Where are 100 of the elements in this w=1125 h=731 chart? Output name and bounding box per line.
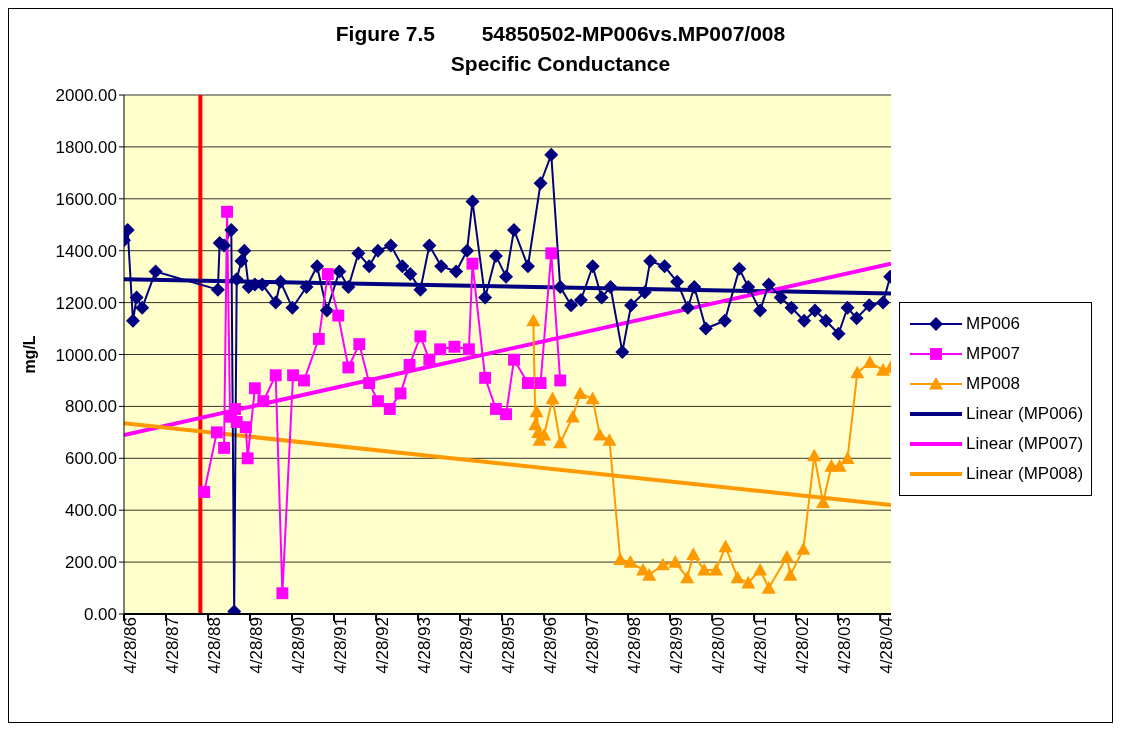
point: [198, 486, 211, 498]
point: [466, 257, 479, 270]
x-tick-label: 4/28/96: [541, 617, 561, 674]
point: [545, 391, 560, 405]
point: [241, 452, 254, 465]
x-tick-label: 4/28/91: [331, 617, 351, 674]
point: [526, 313, 541, 327]
point: [269, 369, 282, 382]
point: [796, 542, 811, 555]
point: [554, 374, 567, 387]
point: [709, 562, 724, 576]
point: [850, 365, 865, 379]
legend-label: MP007: [966, 344, 1020, 364]
y-tick-label: 1200.00: [55, 293, 117, 313]
point: [394, 387, 407, 400]
point: [371, 395, 384, 408]
point: [741, 575, 756, 589]
point: [218, 441, 231, 454]
point: [783, 568, 798, 581]
x-tick-label: 4/28/93: [415, 617, 435, 674]
point: [680, 570, 695, 584]
y-tick-label: 400.00: [65, 501, 117, 521]
point: [257, 395, 270, 408]
point: [363, 377, 376, 389]
point: [508, 353, 520, 366]
y-tick-label: 0.00: [83, 605, 117, 625]
point: [592, 427, 607, 441]
point: [832, 459, 847, 472]
point: [779, 549, 794, 563]
point: [500, 408, 513, 421]
point: [248, 382, 261, 395]
point: [623, 555, 638, 568]
legend-label: Linear (MP006): [966, 404, 1084, 424]
point: [816, 495, 831, 509]
x-tick-label: 4/28/98: [625, 617, 645, 674]
point: [521, 377, 534, 389]
point: [342, 361, 355, 374]
point: [423, 353, 436, 366]
legend-label: Linear (MP008): [966, 464, 1084, 484]
point: [383, 403, 396, 415]
point: [448, 340, 461, 353]
point: [312, 332, 325, 345]
legend-label: MP006: [966, 314, 1020, 334]
point: [479, 371, 492, 384]
y-axis-title: mg/L: [20, 335, 38, 374]
chart-title: Figure 7.5 54850502-MP006vs.MP007/008: [334, 21, 787, 47]
point: [414, 330, 427, 343]
point: [697, 562, 712, 576]
point: [545, 247, 558, 260]
x-tick-label: 4/28/04: [877, 617, 897, 674]
point: [489, 403, 502, 415]
point: [730, 570, 745, 584]
y-tick-label: 1800.00: [55, 137, 117, 157]
point: [668, 555, 683, 568]
point: [534, 377, 547, 389]
point: [298, 374, 310, 387]
x-tick-label: 4/28/94: [457, 617, 477, 674]
point: [573, 386, 588, 400]
point: [642, 568, 657, 581]
point: [221, 205, 233, 218]
x-tick-label: 4/28/90: [289, 617, 309, 674]
point: [332, 309, 345, 322]
point: [718, 539, 733, 553]
point: [553, 435, 568, 449]
y-tick-label: 1400.00: [55, 241, 117, 261]
point: [353, 338, 366, 351]
point: [761, 581, 776, 594]
x-tick-label: 4/28/00: [709, 617, 729, 674]
y-tick-label: 600.00: [65, 449, 117, 469]
point: [210, 426, 223, 439]
x-tick-label: 4/28/92: [373, 617, 393, 674]
point: [403, 358, 416, 371]
point: [602, 433, 617, 446]
chart-subtitle: Specific Conductance: [449, 51, 672, 77]
x-tick-label: 4/28/01: [751, 617, 771, 674]
x-tick-label: 4/28/86: [121, 617, 141, 674]
x-tick-label: 4/28/95: [499, 617, 519, 674]
legend-label: Linear (MP007): [966, 434, 1084, 454]
point: [434, 343, 447, 356]
point: [753, 562, 768, 576]
x-tick-label: 4/28/99: [667, 617, 687, 674]
point: [807, 448, 822, 462]
point: [585, 391, 600, 405]
x-tick-label: 4/28/87: [163, 617, 183, 674]
legend-label: MP008: [966, 374, 1020, 394]
point: [287, 369, 300, 382]
point: [239, 421, 252, 434]
x-tick-label: 4/28/89: [247, 617, 267, 674]
point: [321, 268, 334, 281]
x-tick-label: 4/28/03: [835, 617, 855, 674]
point: [613, 552, 628, 566]
y-tick-label: 2000.00: [55, 86, 117, 106]
point: [229, 403, 241, 415]
x-tick-label: 4/28/88: [205, 617, 225, 674]
point: [462, 343, 475, 356]
y-tick-label: 1600.00: [55, 189, 117, 209]
point: [276, 587, 289, 600]
y-tick-label: 800.00: [65, 397, 117, 417]
point: [655, 557, 670, 571]
point: [565, 409, 580, 423]
